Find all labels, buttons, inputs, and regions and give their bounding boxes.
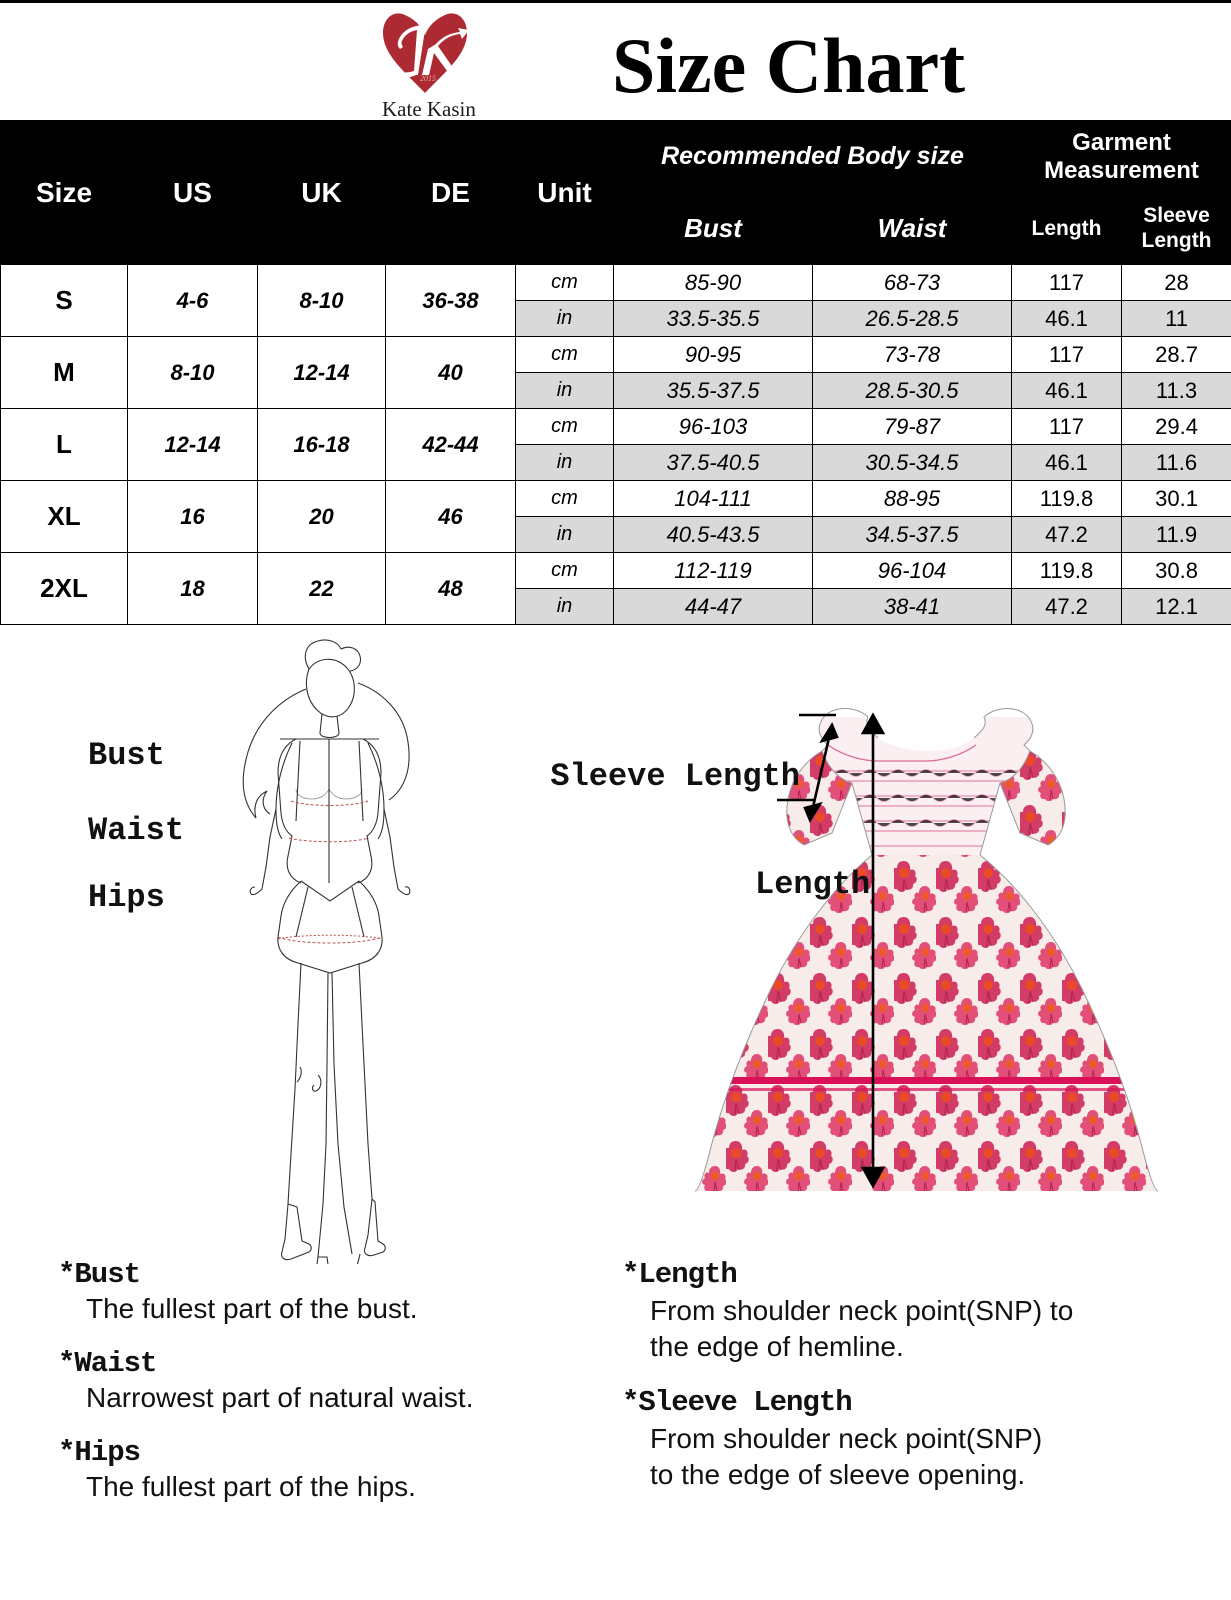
svg-text:2015: 2015	[420, 74, 436, 83]
svg-text:KATE KASIN: KATE KASIN	[883, 733, 921, 740]
